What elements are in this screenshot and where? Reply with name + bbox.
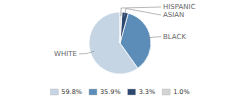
leader-line (121, 7, 161, 16)
pie-slice (120, 12, 128, 43)
leader-line (79, 51, 94, 54)
legend-item: 35.9% (89, 88, 121, 96)
legend-swatch (89, 89, 97, 95)
legend: 59.8% 35.9% 3.3% 1.0% (50, 88, 189, 96)
slice-label: HISPANIC (163, 3, 196, 11)
legend-swatch (128, 89, 136, 95)
slice-label: BLACK (163, 33, 186, 41)
slice-label: WHITE (54, 50, 77, 58)
leader-line (147, 37, 161, 39)
slice-label: ASIAN (163, 11, 184, 19)
legend-swatch (50, 89, 58, 95)
legend-label: 3.3% (139, 88, 156, 96)
leader-line (124, 8, 161, 16)
legend-item: 1.0% (162, 88, 190, 96)
legend-swatch (162, 89, 170, 95)
pie: WHITE BLACK ASIANHISPANIC (54, 3, 196, 74)
chart: WHITE BLACK ASIANHISPANIC 59.8% 35.9% 3.3% 1.0… (0, 0, 240, 100)
pie-slice (120, 12, 122, 43)
legend-label: 1.0% (173, 88, 190, 96)
legend-label: 59.8% (61, 88, 82, 96)
legend-item: 59.8% (50, 88, 82, 96)
legend-label: 35.9% (100, 88, 121, 96)
legend-item: 3.3% (128, 88, 156, 96)
